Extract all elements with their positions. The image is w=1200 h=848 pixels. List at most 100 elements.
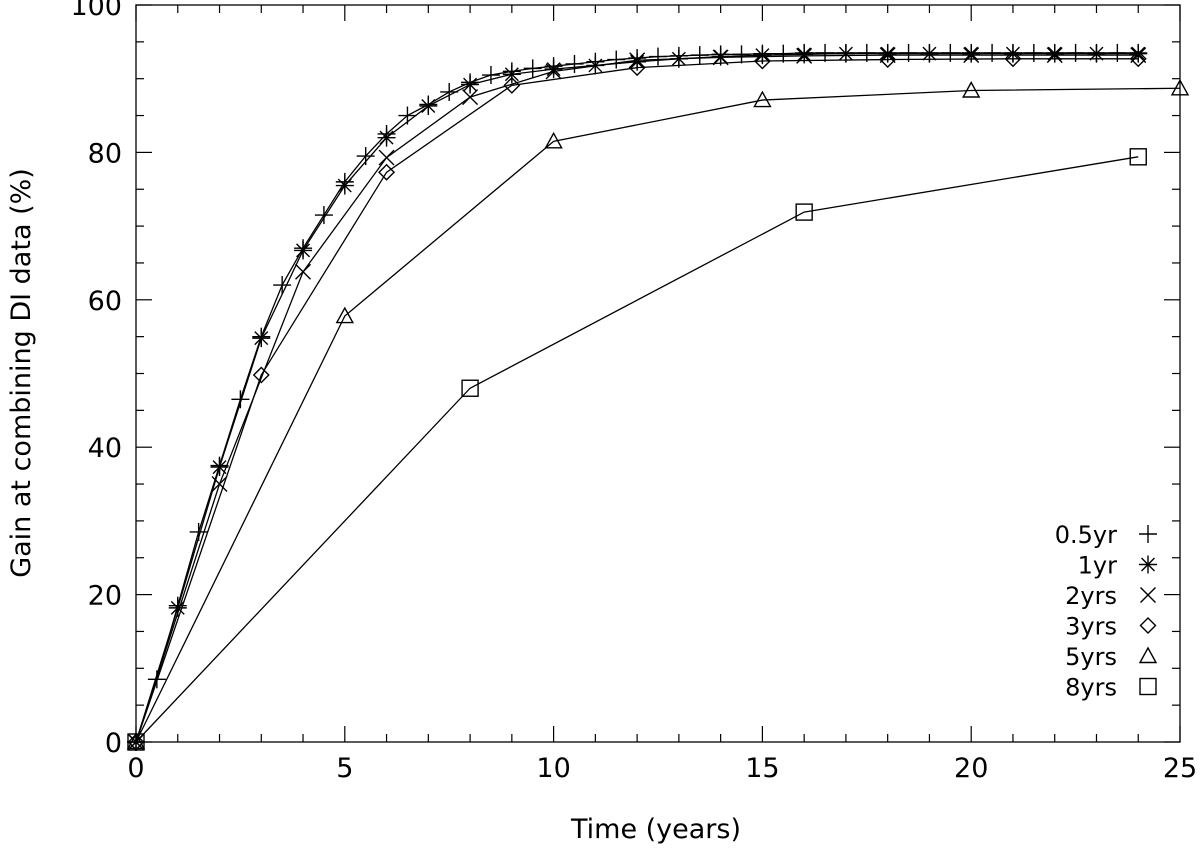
data-point bbox=[503, 76, 521, 94]
data-point bbox=[690, 46, 709, 65]
data-point bbox=[565, 54, 584, 73]
legend-entry: 2yrs bbox=[1065, 582, 1156, 610]
legend-marker bbox=[1139, 677, 1157, 696]
y-tick-label: 40 bbox=[88, 433, 122, 464]
data-point bbox=[1129, 148, 1147, 166]
series-line bbox=[135, 54, 1139, 743]
data-point bbox=[168, 598, 187, 617]
data-point bbox=[1129, 50, 1147, 68]
data-point bbox=[419, 96, 438, 115]
data-point bbox=[544, 131, 563, 149]
data-point bbox=[774, 44, 793, 63]
data-point bbox=[377, 128, 396, 147]
y-tick-label: 0 bbox=[105, 728, 122, 759]
legend-marker bbox=[1139, 555, 1157, 574]
data-point bbox=[1046, 47, 1063, 64]
legend-label: 0.5yr bbox=[1055, 521, 1117, 549]
data-point bbox=[231, 390, 250, 409]
data-point bbox=[607, 50, 626, 69]
data-point bbox=[1003, 44, 1022, 63]
legend-label: 3yrs bbox=[1065, 613, 1117, 641]
data-point bbox=[649, 47, 667, 66]
data-point bbox=[211, 476, 228, 493]
data-point bbox=[795, 203, 813, 221]
data-point bbox=[252, 366, 270, 384]
x-axis-label: Time (years) bbox=[570, 814, 741, 845]
legend-marker bbox=[1140, 587, 1156, 603]
data-point bbox=[273, 276, 292, 295]
data-point bbox=[335, 306, 354, 324]
data-point bbox=[879, 51, 897, 69]
data-point bbox=[1045, 44, 1064, 63]
series-8yrs bbox=[127, 148, 1147, 751]
legend-entry: 0.5yr bbox=[1055, 521, 1157, 549]
data-point bbox=[481, 66, 500, 85]
plot-frame bbox=[135, 4, 1181, 743]
series-5yrs bbox=[126, 78, 1190, 750]
data-point bbox=[252, 329, 271, 348]
legend-entry: 8yrs bbox=[1065, 674, 1157, 702]
data-point bbox=[732, 45, 751, 64]
legend-label: 8yrs bbox=[1065, 674, 1117, 702]
data-series bbox=[126, 43, 1190, 751]
series-line bbox=[135, 52, 1139, 743]
legend-entry: 5yrs bbox=[1065, 643, 1158, 671]
data-point bbox=[378, 163, 396, 181]
series-1yr bbox=[127, 44, 1148, 751]
y-tick-label: 60 bbox=[88, 286, 122, 317]
data-point bbox=[1004, 50, 1022, 68]
data-point bbox=[963, 47, 980, 64]
x-tick-label: 25 bbox=[1163, 753, 1197, 784]
series-2yrs bbox=[128, 47, 1147, 750]
legend-label: 1yr bbox=[1078, 552, 1117, 580]
series-line bbox=[135, 87, 1181, 743]
data-point bbox=[126, 732, 146, 750]
data-point bbox=[545, 63, 562, 80]
data-point bbox=[462, 89, 479, 106]
x-tick-label: 5 bbox=[336, 753, 353, 784]
y-axis-label: Gain at combining DI data (%) bbox=[6, 168, 37, 578]
data-point bbox=[314, 206, 333, 225]
y-tick-label: 20 bbox=[88, 581, 122, 612]
data-point bbox=[962, 81, 981, 98]
data-point bbox=[753, 90, 772, 108]
series-line bbox=[135, 52, 1139, 743]
data-point bbox=[544, 60, 563, 79]
x-tick-label: 0 bbox=[127, 753, 144, 784]
data-point bbox=[962, 44, 981, 63]
legend-entry: 1yr bbox=[1078, 552, 1157, 580]
data-point bbox=[295, 263, 312, 280]
data-point bbox=[857, 43, 876, 62]
series-line bbox=[135, 58, 1139, 743]
legend-marker bbox=[1138, 646, 1158, 664]
legend-marker bbox=[1139, 525, 1157, 543]
legend-label: 2yrs bbox=[1065, 582, 1117, 610]
x-tick-label: 10 bbox=[536, 753, 570, 784]
data-point bbox=[461, 379, 479, 397]
data-point bbox=[1087, 44, 1106, 63]
data-point bbox=[378, 149, 395, 166]
axis-ticks: 0 5 10 15 20 25 0 20 40 60 80 100 bbox=[70, 0, 1197, 784]
legend-label: 5yrs bbox=[1065, 643, 1117, 671]
data-point bbox=[1129, 44, 1148, 63]
data-point bbox=[1130, 47, 1147, 64]
x-tick-label: 20 bbox=[954, 753, 988, 784]
legend-entry: 3yrs bbox=[1065, 613, 1157, 641]
data-point bbox=[502, 65, 521, 84]
y-tick-label: 80 bbox=[88, 138, 122, 169]
series-0.5yr bbox=[127, 43, 1148, 751]
data-point bbox=[753, 52, 771, 70]
y-tick-label: 100 bbox=[70, 0, 122, 22]
legend-marker bbox=[1139, 617, 1157, 634]
data-point bbox=[335, 176, 354, 195]
series-line bbox=[135, 156, 1139, 743]
data-point bbox=[294, 241, 313, 260]
x-tick-label: 15 bbox=[745, 753, 779, 784]
data-point bbox=[523, 59, 542, 78]
data-point bbox=[461, 75, 480, 94]
series-3yrs bbox=[127, 50, 1147, 751]
data-point bbox=[816, 43, 835, 62]
data-point bbox=[628, 59, 646, 77]
